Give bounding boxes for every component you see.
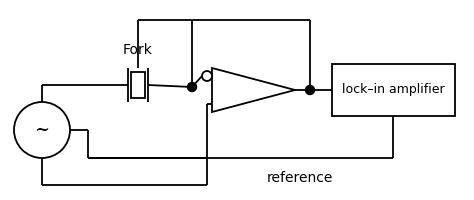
Bar (131, 72, 145, 98)
Bar (332, 64, 455, 116)
Text: lock–in amplifier: lock–in amplifier (342, 84, 445, 97)
Circle shape (306, 86, 315, 95)
Text: Fork: Fork (123, 43, 153, 57)
Text: reference: reference (267, 171, 333, 185)
Circle shape (188, 82, 197, 92)
Circle shape (202, 71, 212, 81)
Text: ~: ~ (35, 121, 50, 139)
